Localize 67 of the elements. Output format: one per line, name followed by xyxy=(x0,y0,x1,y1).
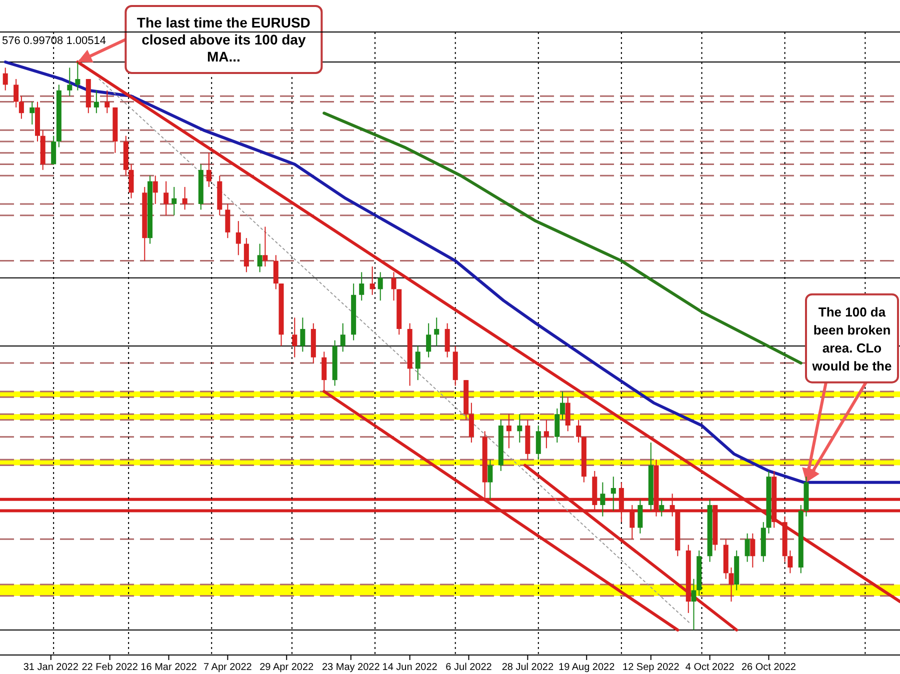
candlestick xyxy=(30,101,35,125)
candlestick xyxy=(152,175,158,204)
candlestick xyxy=(257,243,262,273)
x-tick-label: 28 Jul 2022 xyxy=(502,662,554,673)
candlestick xyxy=(236,220,241,256)
candlestick xyxy=(225,204,230,239)
candlestick xyxy=(262,226,268,267)
candlestick xyxy=(488,459,493,500)
candlestick xyxy=(18,96,24,120)
candlestick xyxy=(292,317,298,358)
x-tick-label: 19 Aug 2022 xyxy=(558,662,616,673)
candlestick xyxy=(750,532,756,568)
candlestick xyxy=(14,78,19,108)
candlestick xyxy=(691,578,696,630)
candlestick xyxy=(273,254,278,290)
x-tick-label: 14 Jun 2022 xyxy=(382,662,438,673)
x-tick-label: 7 Apr 2022 xyxy=(203,662,252,673)
x-tick-label: 6 Jul 2022 xyxy=(446,662,492,673)
candlestick xyxy=(415,346,420,381)
candlestick xyxy=(434,317,440,346)
candlestick xyxy=(182,186,188,210)
candlestick xyxy=(378,272,383,302)
candlestick xyxy=(788,550,793,574)
candlestick xyxy=(164,180,169,216)
candlestick xyxy=(600,482,606,517)
x-tick-label: 12 Sep 2022 xyxy=(622,662,680,673)
candlestick xyxy=(536,425,541,460)
candlestick xyxy=(565,396,570,432)
x-tick-label: 31 Jan 2022 xyxy=(23,662,79,673)
candlestick xyxy=(206,152,212,188)
candlestick xyxy=(2,67,8,91)
candlestick xyxy=(638,498,643,534)
candlestick xyxy=(172,186,177,216)
candlestick xyxy=(517,414,522,444)
candlestick xyxy=(94,90,99,114)
candlestick xyxy=(244,238,249,273)
x-tick-label: 22 Feb 2022 xyxy=(82,662,138,673)
candlestick xyxy=(391,272,396,302)
x-tick-label: 26 Oct 2022 xyxy=(742,662,796,673)
candlestick xyxy=(610,476,616,512)
candlestick xyxy=(554,408,560,444)
candlestick xyxy=(544,419,549,449)
candlestick xyxy=(370,266,375,296)
text: 576 0.99708 1.00514 xyxy=(2,35,106,47)
candlestick xyxy=(128,164,134,199)
candlestick xyxy=(560,390,565,420)
x-tick-label: 29 Apr 2022 xyxy=(260,662,314,673)
candlestick xyxy=(104,90,110,114)
candlestick xyxy=(506,414,512,449)
candlestick xyxy=(744,532,750,562)
candlestick xyxy=(576,419,582,444)
candlestick xyxy=(659,498,664,517)
candlestick xyxy=(444,322,450,358)
candlestick xyxy=(67,67,72,97)
candlestick xyxy=(340,322,346,352)
candlestick xyxy=(359,272,364,302)
candlestick xyxy=(468,402,474,444)
candlestick xyxy=(51,135,56,165)
candlestick xyxy=(300,317,306,352)
x-tick-label: 16 Mar 2022 xyxy=(140,662,198,673)
x-tick-label: 4 Oct 2022 xyxy=(685,662,735,673)
candlestick xyxy=(75,62,80,91)
candlestick xyxy=(728,567,734,602)
annotation: The last time the EURUSD closed above its 100 day MA... xyxy=(136,14,310,65)
x-tick-label: 23 May 2022 xyxy=(322,662,380,673)
candlestick xyxy=(426,322,432,358)
annotation: The 100 da been broken area. CLo would be the xyxy=(811,304,892,374)
